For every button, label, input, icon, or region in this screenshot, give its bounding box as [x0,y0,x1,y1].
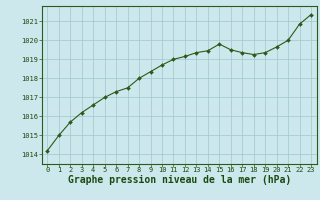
X-axis label: Graphe pression niveau de la mer (hPa): Graphe pression niveau de la mer (hPa) [68,175,291,185]
